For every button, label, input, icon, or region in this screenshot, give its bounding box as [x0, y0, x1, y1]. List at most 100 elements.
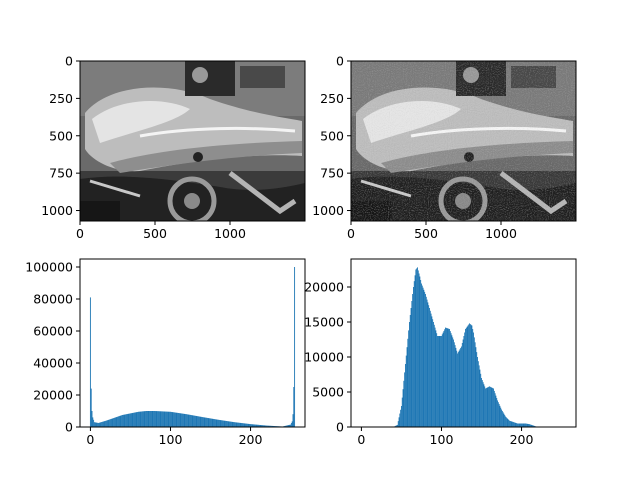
histogram-bar: [120, 415, 122, 427]
histogram-bar: [521, 423, 523, 427]
histogram-bar: [493, 390, 495, 427]
histogram-bar: [158, 411, 159, 427]
histogram-bar: [518, 423, 520, 427]
histogram-bar: [418, 273, 420, 427]
histogram-bar: [158, 411, 160, 427]
histogram-bar: [500, 407, 502, 427]
y-tick-label: 0: [65, 420, 73, 435]
histogram-bar: [520, 423, 522, 427]
histogram-bar: [526, 423, 528, 427]
histogram-bar: [243, 423, 245, 427]
histogram-bar: [190, 414, 191, 427]
histogram-bar: [477, 357, 478, 427]
histogram-bar: [502, 412, 504, 427]
histogram-bar: [461, 346, 462, 427]
histogram-bar: [433, 324, 435, 427]
histogram-bar: [525, 423, 527, 427]
histogram-bar: [401, 397, 403, 427]
histogram-bar: [222, 420, 224, 427]
histogram-bar: [481, 378, 482, 427]
histogram-bar: [97, 423, 99, 427]
histogram-bar: [396, 425, 398, 427]
histogram-bar: [198, 416, 200, 427]
noisy-histogram-axes: 0 100 200 0 20000 40000 60000 80000 100000: [25, 260, 262, 448]
histogram-bar: [188, 414, 190, 427]
histogram-bar: [232, 421, 234, 427]
x-tick-label: 0: [76, 226, 84, 241]
histogram-bar: [398, 417, 400, 427]
histogram-bar: [422, 287, 424, 427]
histogram-bar: [92, 417, 94, 427]
y-tick-label: 750: [320, 166, 344, 181]
histogram-bar: [154, 411, 155, 427]
histogram-bar: [485, 388, 486, 427]
histogram-bar: [106, 420, 108, 427]
histogram-bar: [193, 415, 195, 427]
histogram-bar: [487, 387, 489, 427]
histogram-bar: [254, 424, 256, 427]
histogram-bar: [171, 412, 173, 427]
histogram-bar: [517, 423, 519, 427]
histogram-bar: [413, 281, 415, 427]
histogram-bar: [208, 418, 210, 427]
histogram-bar: [175, 412, 177, 427]
histogram-bar: [270, 425, 272, 427]
x-tick-label: 1000: [214, 226, 246, 241]
histogram-bar: [514, 422, 516, 427]
histogram-bar: [156, 411, 158, 427]
histogram-bar: [186, 414, 187, 427]
histogram-bar: [202, 417, 203, 427]
histogram-bar: [266, 425, 268, 427]
histogram-bar: [498, 404, 500, 427]
histogram-bar: [433, 322, 434, 427]
histogram-bar: [396, 424, 398, 427]
histogram-bar: [212, 418, 214, 427]
histogram-bar: [491, 387, 493, 427]
histogram-bar: [473, 337, 475, 427]
histogram-bar: [96, 422, 98, 427]
histogram-bar: [437, 336, 438, 427]
histogram-bar: [130, 413, 132, 427]
histogram-bar: [506, 418, 508, 427]
histogram-bar: [220, 420, 222, 427]
histogram-bar: [468, 324, 470, 427]
histogram-bar: [117, 416, 119, 427]
histogram-bar: [483, 384, 485, 427]
histogram-bar: [270, 425, 272, 427]
histogram-bar: [163, 411, 165, 427]
histogram-bar: [445, 327, 447, 427]
histogram-bar: [482, 382, 484, 427]
histogram-bar: [113, 417, 115, 427]
histogram-bar: [231, 421, 233, 427]
histogram-bar: [131, 413, 133, 427]
histogram-bar: [508, 419, 510, 427]
histogram-bar: [200, 416, 202, 427]
histogram-bar: [190, 415, 192, 427]
histogram-bar: [513, 422, 514, 427]
histogram-bar: [453, 339, 454, 427]
histogram-bar: [132, 412, 134, 427]
histogram-bar: [413, 287, 414, 427]
histogram-bar: [439, 336, 441, 427]
histogram-bar: [182, 413, 183, 427]
histogram-bar: [128, 413, 130, 427]
histogram-bar: [286, 425, 288, 427]
histogram-bar: [486, 387, 488, 427]
histogram-bar: [201, 416, 203, 427]
histogram-bar: [238, 422, 239, 427]
histogram-bar: [235, 422, 237, 427]
histogram-bar: [110, 418, 112, 427]
y-tick-label: 0: [65, 54, 73, 69]
histogram-bar: [435, 330, 437, 427]
histogram-bar: [194, 415, 196, 427]
histogram-bar: [214, 419, 215, 427]
histogram-bar: [227, 421, 229, 427]
histogram-bar: [134, 412, 136, 427]
histogram-bar: [115, 417, 117, 427]
histogram-bar: [117, 416, 119, 427]
histogram-bar: [529, 424, 531, 427]
histogram-bar: [205, 417, 207, 427]
histogram-bar: [403, 380, 405, 427]
histogram-bar: [521, 423, 523, 427]
histogram-bar: [472, 329, 474, 427]
